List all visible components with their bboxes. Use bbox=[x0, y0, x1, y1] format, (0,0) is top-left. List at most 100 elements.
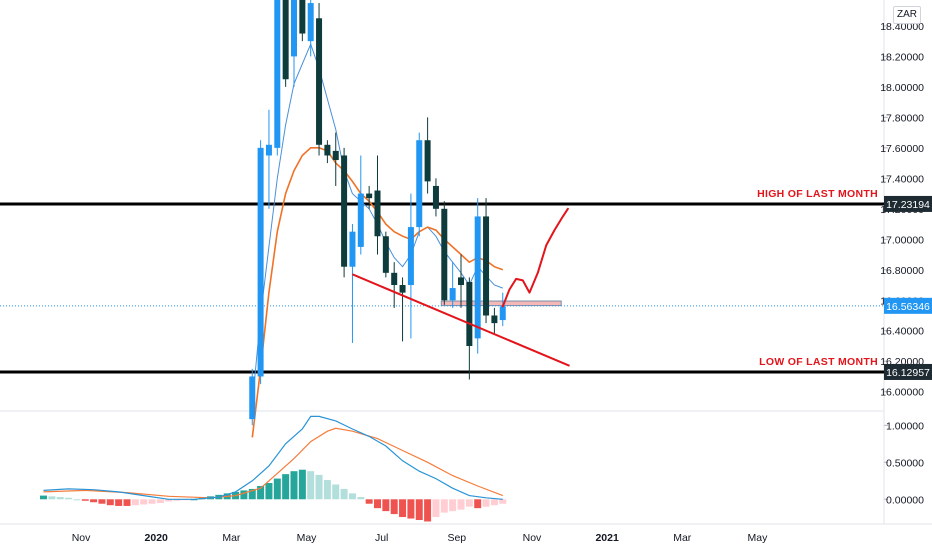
macd-hist-bar bbox=[332, 484, 340, 500]
candle-body bbox=[432, 185, 439, 209]
macd-hist-bar bbox=[407, 499, 415, 519]
macd-hist-bar bbox=[440, 499, 448, 513]
macd-hist-bar bbox=[257, 485, 265, 500]
candle-body bbox=[274, 0, 281, 148]
price-axis: 18.4000018.2000018.0000017.8000017.60000… bbox=[880, 21, 924, 506]
macd-hist-bar bbox=[131, 499, 139, 506]
macd-hist-bar bbox=[424, 499, 432, 522]
level-badge-text: 16.12957 bbox=[886, 367, 930, 379]
macd-line bbox=[43, 415, 503, 500]
macd-hist-bar bbox=[165, 499, 173, 502]
candle-body bbox=[357, 193, 364, 247]
level-badge bbox=[884, 195, 932, 212]
candle-body bbox=[374, 190, 381, 237]
level-badge-text: 17.23194 bbox=[886, 199, 930, 211]
macd-hist-bar bbox=[390, 499, 398, 515]
macd-tick-label: 0.50000 bbox=[886, 457, 924, 469]
macd-hist-bar bbox=[290, 471, 298, 500]
time-tick-label: Nov bbox=[523, 532, 542, 544]
candle-body bbox=[382, 236, 389, 273]
candle-body bbox=[441, 208, 448, 301]
candle-body bbox=[299, 0, 306, 34]
candle-body bbox=[499, 306, 506, 321]
macd-hist-bar bbox=[465, 499, 473, 507]
level-label: LOW OF LAST MONTH bbox=[759, 356, 878, 368]
macd-hist-bar bbox=[323, 480, 331, 500]
time-tick-label: 2021 bbox=[595, 532, 619, 544]
macd-hist-bar bbox=[348, 493, 356, 500]
macd-hist-bar bbox=[482, 499, 490, 507]
macd-pane bbox=[40, 415, 507, 522]
candle-body bbox=[341, 155, 348, 267]
level-labels: HIGH OF LAST MONTH 17.23194 LOW OF LAST MO… bbox=[757, 188, 932, 380]
candle-body bbox=[366, 193, 373, 199]
macd-hist-bar bbox=[265, 483, 273, 500]
level-badge bbox=[884, 363, 932, 380]
price-tick-label: 17.00000 bbox=[880, 234, 924, 246]
candle-body bbox=[491, 315, 498, 324]
candle-body bbox=[458, 277, 464, 286]
candle-body bbox=[291, 0, 297, 57]
candle-body bbox=[265, 144, 272, 156]
macd-hist-bar bbox=[415, 499, 423, 520]
macd-hist-bar bbox=[490, 499, 498, 506]
macd-hist-bar bbox=[374, 499, 381, 509]
macd-hist-bar bbox=[106, 499, 114, 506]
macd-hist-bar bbox=[240, 490, 248, 500]
macd-tick-label: 1.00000 bbox=[886, 420, 924, 432]
time-tick-label: Nov bbox=[72, 532, 91, 544]
macd-hist-bar bbox=[382, 499, 390, 512]
macd-hist-bar bbox=[156, 499, 164, 503]
macd-hist-bar bbox=[56, 497, 64, 500]
macd-hist-bar bbox=[90, 499, 98, 503]
macd-hist-bar bbox=[65, 497, 73, 500]
candle-body bbox=[349, 231, 356, 267]
time-tick-label: Mar bbox=[222, 532, 241, 544]
horizontal-levels bbox=[0, 202, 884, 374]
grid bbox=[0, 0, 932, 525]
candle-body bbox=[483, 216, 490, 316]
macd-hist-bar bbox=[457, 499, 465, 510]
macd-hist-bar bbox=[499, 499, 507, 504]
macd-hist-bar bbox=[148, 499, 156, 504]
candle-body bbox=[399, 285, 406, 293]
candle-body bbox=[466, 281, 473, 346]
macd-hist-bar bbox=[315, 474, 323, 500]
currency-label[interactable]: ZAR bbox=[893, 6, 921, 24]
projection-path bbox=[501, 207, 569, 308]
candle-body bbox=[407, 227, 414, 286]
price-tick-label: 18.20000 bbox=[880, 51, 924, 63]
macd-hist-bar bbox=[449, 499, 457, 512]
macd-hist-bar bbox=[123, 499, 131, 506]
candles bbox=[249, 0, 506, 426]
candle-body bbox=[282, 0, 289, 80]
macd-hist-bar bbox=[140, 499, 148, 505]
price-tick-label: 18.00000 bbox=[880, 82, 924, 94]
candle-body bbox=[449, 288, 456, 301]
candle-body bbox=[316, 18, 323, 145]
price-tick-label: 17.80000 bbox=[880, 112, 924, 124]
time-tick-label: May bbox=[297, 532, 318, 544]
candle-body bbox=[391, 272, 398, 286]
macd-hist-bar bbox=[307, 471, 315, 500]
support-zone-rect bbox=[440, 300, 562, 307]
price-tick-label: 16.80000 bbox=[880, 265, 924, 277]
time-tick-label: May bbox=[748, 532, 769, 544]
macd-hist-bar bbox=[340, 488, 348, 500]
drawings bbox=[352, 207, 570, 367]
macd-hist-bar bbox=[73, 499, 81, 501]
price-tick-label: 17.40000 bbox=[880, 173, 924, 185]
trendline bbox=[352, 273, 570, 367]
macd-hist-bar bbox=[40, 495, 47, 500]
time-tick-label: 2020 bbox=[145, 532, 169, 544]
macd-hist-bar bbox=[282, 474, 290, 500]
candle-body bbox=[474, 216, 481, 339]
macd-hist-bar bbox=[81, 499, 89, 501]
macd-hist-bar bbox=[273, 478, 281, 500]
macd-hist-bar bbox=[298, 469, 306, 500]
support-zone bbox=[440, 300, 562, 307]
price-tick-label: 16.40000 bbox=[880, 326, 924, 338]
price-tick-label: 16.00000 bbox=[880, 387, 924, 399]
